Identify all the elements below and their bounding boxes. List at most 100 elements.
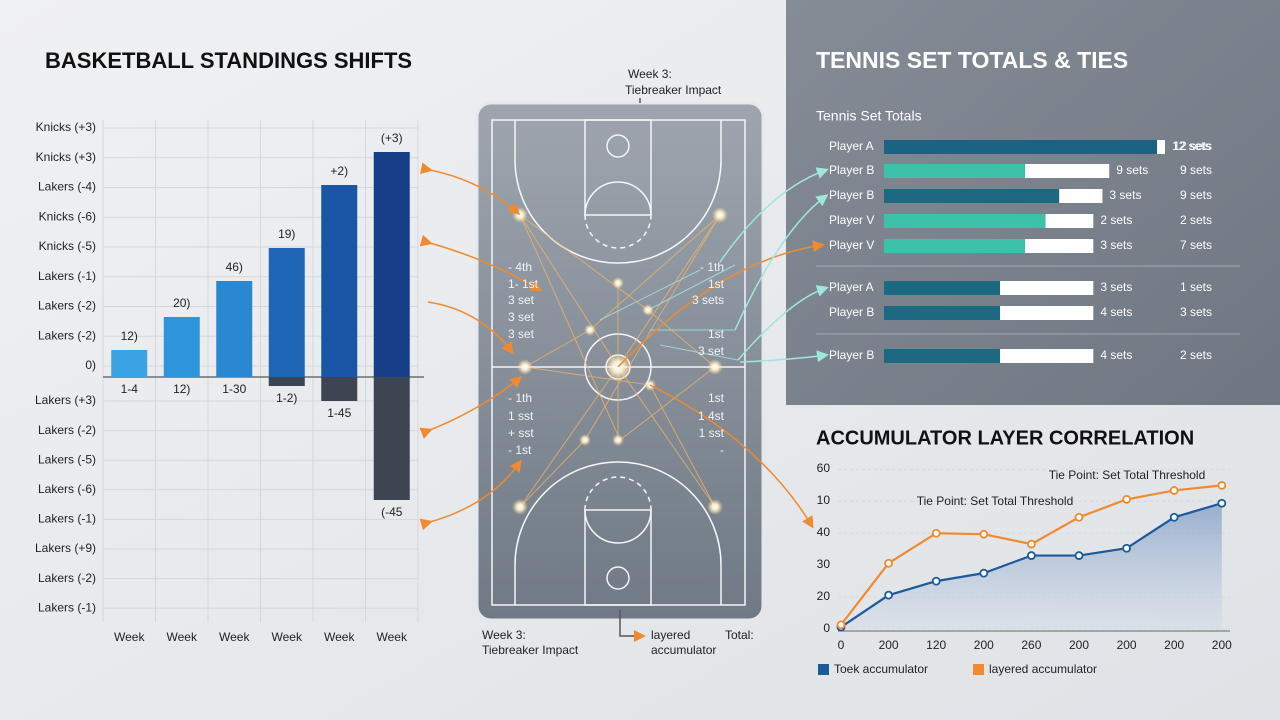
y-tick-label: 0 (823, 621, 830, 635)
row-label: Lakers (-2) (38, 299, 96, 313)
row-label: Player A (829, 280, 874, 294)
bar-label: 2 sets (1100, 213, 1132, 227)
y-tick-label: 20 (817, 589, 831, 603)
court-label: - 1st (508, 443, 532, 457)
bar-label: 3 sets (1100, 280, 1132, 294)
bar-label: 3 sets (1100, 238, 1132, 252)
row-label: 0) (85, 358, 96, 372)
x-tick-label: Week (324, 630, 355, 644)
bar-label: 4 sets (1100, 348, 1132, 362)
caption: Week 3: (628, 67, 672, 81)
bar-label: 9 sets (1116, 163, 1148, 177)
bar (321, 377, 358, 401)
right-label: 1 sets (1180, 280, 1212, 294)
chart-subtitle: Tennis Set Totals (816, 108, 922, 124)
court-label: 1st (708, 391, 725, 405)
right-label: 12 sets (1173, 139, 1212, 153)
right-label: 2 sets (1180, 213, 1212, 227)
row-label: Knicks (+3) (36, 150, 96, 164)
x-tick-label: Week (167, 630, 198, 644)
caption: Total: (725, 628, 754, 642)
bar-bottom-label: 1-4 (121, 382, 139, 396)
bar-bottom-label: 1-30 (222, 382, 246, 396)
chart-title: BASKETBALL STANDINGS SHIFTS (45, 48, 412, 73)
point (1122, 494, 1131, 504)
point (1074, 551, 1084, 560)
right-label: 9 sets (1180, 188, 1212, 202)
x-tick-label: 200 (1212, 638, 1232, 652)
bar (163, 317, 200, 377)
bar-top-label: 12) (121, 329, 138, 343)
y-tick-label: 60 (817, 461, 831, 475)
point (1169, 512, 1179, 522)
bar-bottom-label: 12) (173, 382, 190, 396)
bar (884, 189, 1060, 203)
court-nodes (512, 207, 728, 515)
court-label: 3 sets (692, 293, 724, 307)
x-tick-label: Week (114, 630, 145, 644)
court-label: 1 4st (698, 409, 725, 423)
connector-arrows (419, 98, 829, 642)
point (1027, 539, 1036, 549)
point (931, 576, 941, 586)
right-label: 3 sets (1180, 305, 1212, 319)
court-label: - 1th (508, 391, 532, 405)
point (1027, 551, 1036, 560)
point (979, 568, 989, 578)
point (1217, 480, 1227, 490)
bar-top-label: 20) (173, 296, 190, 310)
court-label: 3 set (508, 293, 535, 307)
row-label: Lakers (-1) (38, 512, 96, 526)
bar (321, 185, 358, 377)
row-label: Lakers (-6) (38, 482, 96, 496)
point (979, 529, 989, 539)
row-label: Player B (829, 163, 874, 177)
court-label: 1 sst (508, 409, 534, 423)
row-label: Lakers (+3) (35, 393, 96, 407)
bar-top-label: (+3) (381, 131, 403, 145)
bar-label: 4 sets (1100, 305, 1132, 319)
x-tick-label: 200 (1069, 638, 1089, 652)
point (931, 528, 941, 538)
row-label: Lakers (-5) (38, 452, 96, 466)
x-tick-label: 200 (1117, 638, 1137, 652)
court-label: 1st (708, 277, 725, 291)
bar (884, 306, 1001, 320)
y-tick-label: 10 (817, 493, 831, 507)
row-label: Lakers (+9) (35, 541, 96, 555)
row-label: Lakers (-4) (38, 180, 96, 194)
bar-bottom-label: 1-45 (327, 406, 351, 420)
right-label: 2 sets (1180, 348, 1212, 362)
bar (268, 248, 305, 377)
court-label: - 4th (508, 260, 532, 274)
court-label: 3 set (508, 310, 535, 324)
bar (373, 377, 410, 500)
bar (884, 214, 1046, 228)
court-label: 1 sst (699, 426, 725, 440)
area (841, 503, 1222, 629)
point (1169, 486, 1179, 495)
court-label: 1st (708, 327, 725, 341)
point (1217, 498, 1227, 508)
x-tick-label: 200 (974, 638, 994, 652)
court-label: - 1th (700, 260, 724, 274)
caption: layered (651, 628, 690, 642)
x-tick-label: 200 (879, 638, 899, 652)
caption: Tiebreaker Impact (482, 643, 579, 657)
right-label: 7 sets (1180, 238, 1212, 252)
legend-swatch (818, 664, 829, 675)
chart-title: ACCUMULATOR LAYER CORRELATION (816, 427, 1194, 449)
bar (884, 349, 1001, 363)
bar-label: 12 sets (1172, 139, 1211, 153)
row-label: Lakers (-1) (38, 600, 96, 614)
bar-top-label: 19) (278, 227, 295, 241)
court-label: 3 set (508, 327, 535, 341)
bar (884, 281, 1001, 295)
x-tick-label: Week (272, 630, 303, 644)
bar-label: 3 sets (1109, 188, 1141, 202)
content: BASKETBALL STANDINGS SHIFTS Knicks (+3) Kn… (35, 47, 1240, 676)
point (884, 558, 893, 568)
point (884, 590, 893, 600)
row-label: Knicks (+3) (36, 120, 96, 134)
row-label: Player A (829, 139, 874, 153)
